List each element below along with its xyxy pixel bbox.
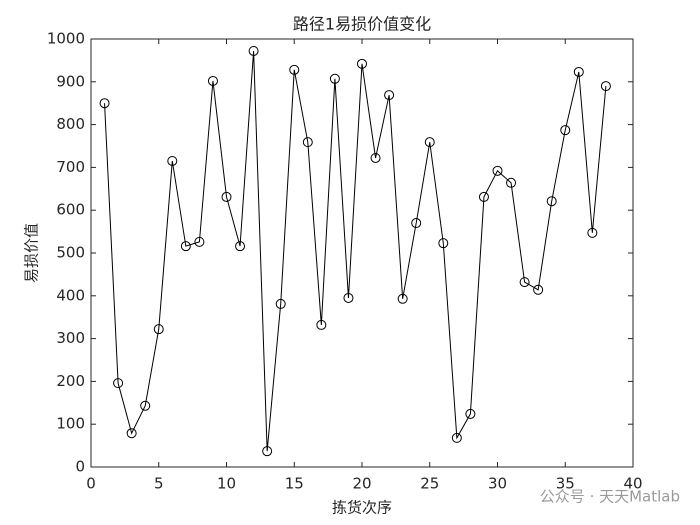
x-tick-label: 15: [285, 475, 304, 493]
data-point: [99, 98, 110, 109]
data-point: [411, 218, 422, 229]
y-tick-label: 800: [56, 115, 85, 133]
x-tick-label: 40: [623, 475, 642, 493]
data-point: [113, 378, 124, 389]
data-point: [492, 165, 503, 176]
x-axis-label: 拣货次序: [332, 499, 392, 517]
chart-title: 路径1易损价值变化: [293, 15, 431, 34]
data-point: [573, 66, 584, 77]
watermark: 公众号 · 天天Matlab: [540, 488, 680, 506]
data-point: [506, 177, 517, 188]
data-line: [104, 50, 607, 452]
data-point: [424, 137, 435, 148]
data-point: [302, 137, 313, 148]
data-point: [275, 298, 286, 309]
data-point: [384, 90, 395, 101]
x-tick-label: 25: [420, 475, 439, 493]
y-tick-label: 400: [56, 286, 85, 304]
x-tick-label: 20: [352, 475, 371, 493]
data-point: [465, 408, 476, 419]
data-point: [600, 81, 611, 92]
x-tick-label: 35: [556, 475, 575, 493]
data-point: [126, 428, 137, 439]
data-point: [329, 73, 340, 84]
y-tick-label: 700: [56, 158, 85, 176]
x-tick-label: 0: [86, 475, 96, 493]
data-point: [140, 400, 151, 411]
y-axis-label: 易损价值: [23, 223, 41, 283]
data-point: [533, 284, 544, 295]
data-point: [248, 45, 259, 56]
data-point: [357, 58, 367, 69]
data-point: [235, 241, 246, 252]
data-point: [370, 152, 381, 163]
data-point: [438, 238, 449, 249]
y-tick-label: 0: [75, 458, 85, 476]
y-tick-label: 900: [56, 72, 85, 90]
data-point: [167, 155, 178, 166]
data-point: [221, 191, 232, 202]
data-point: [478, 191, 489, 202]
data-point: [194, 236, 205, 247]
data-point: [587, 227, 598, 238]
x-tick-label: 30: [488, 475, 507, 493]
data-point: [560, 125, 571, 136]
y-tick-label: 1000: [47, 30, 85, 48]
y-tick-label: 200: [56, 372, 85, 390]
data-point: [546, 196, 557, 207]
y-tick-label: 100: [56, 415, 85, 433]
y-tick-label: 300: [56, 329, 85, 347]
data-point: [397, 293, 408, 304]
data-point: [153, 324, 164, 335]
data-point: [343, 292, 354, 303]
data-point: [451, 432, 462, 443]
data-point: [180, 241, 191, 252]
y-tick-label: 600: [56, 201, 85, 219]
y-tick-label: 500: [56, 244, 85, 262]
data-point: [519, 277, 530, 288]
data-point: [262, 446, 273, 457]
x-tick-label: 5: [154, 475, 164, 493]
data-point: [289, 64, 300, 75]
x-tick-label: 10: [217, 475, 236, 493]
data-point: [207, 75, 218, 86]
data-point: [316, 319, 327, 330]
